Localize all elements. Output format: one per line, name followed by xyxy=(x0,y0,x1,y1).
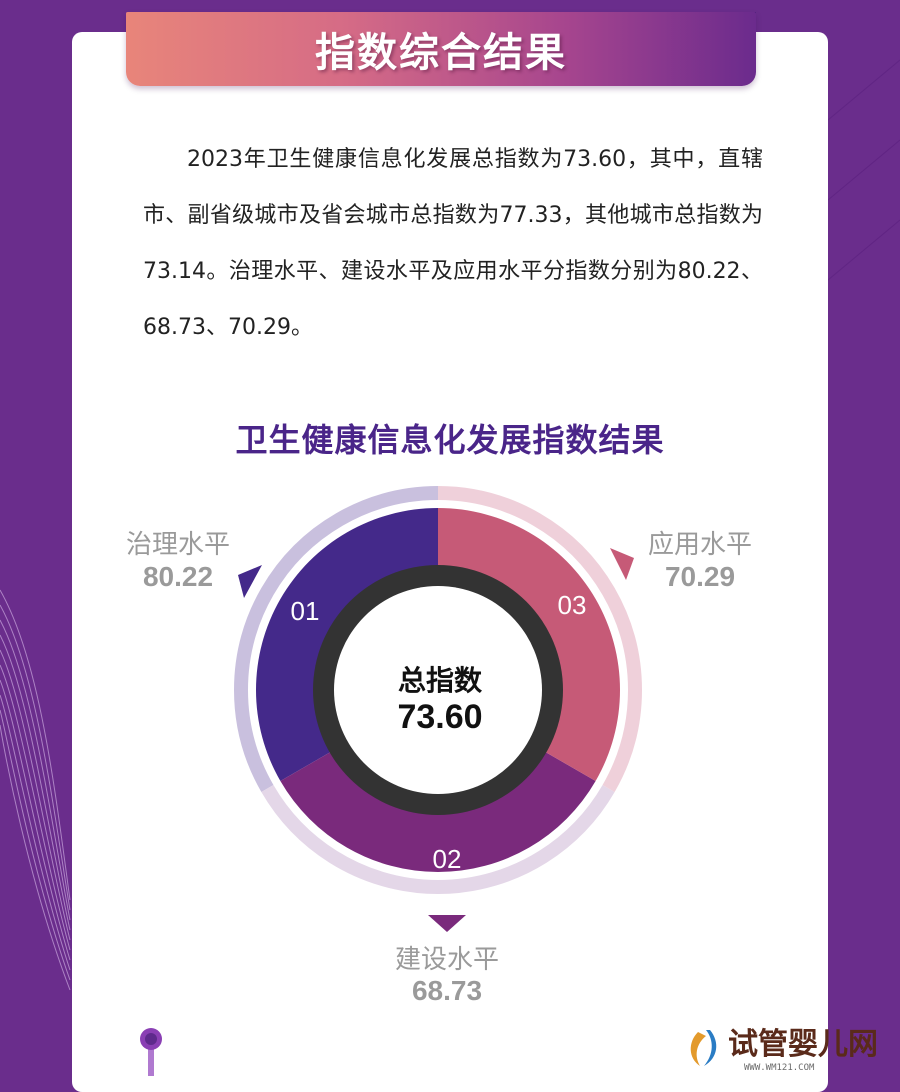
banner-background: 指数综合结果 xyxy=(126,12,756,86)
label-name-application: 应用水平 xyxy=(648,530,752,560)
pointer-triangle-02 xyxy=(428,915,466,932)
pin-decoration xyxy=(140,1028,162,1076)
ring-arc-03 xyxy=(437,486,642,792)
center-value: 73.60 xyxy=(397,698,482,736)
watermark-url: WWW.WM121.COM xyxy=(744,1063,815,1073)
section-banner: 指数综合结果 xyxy=(126,12,756,88)
chart-title: 卫生健康信息化发展指数结果 xyxy=(235,421,665,459)
label-name-construction: 建设水平 xyxy=(395,945,499,975)
ring-arc-01 xyxy=(234,486,439,792)
hub-center xyxy=(334,586,542,794)
segment-number-03: 03 xyxy=(558,590,587,620)
label-value-governance: 80.22 xyxy=(143,561,213,592)
banner-title: 指数综合结果 xyxy=(315,30,567,76)
watermark-logo: 试管婴儿网 WWW.WM121.COM xyxy=(690,1027,878,1073)
label-value-construction: 68.73 xyxy=(412,975,482,1006)
segment-number-01: 01 xyxy=(291,596,320,626)
center-label: 总指数 xyxy=(398,664,483,697)
pointer-triangle-01 xyxy=(238,565,262,598)
label-value-application: 70.29 xyxy=(665,561,735,592)
label-name-governance: 治理水平 xyxy=(126,530,230,560)
summary-paragraph: 2023年卫生健康信息化发展总指数为73.60，其中，直辖市、副省级城市及省会城… xyxy=(143,147,763,340)
ring-arc-02 xyxy=(261,784,615,894)
watermark-text: 试管婴儿网 xyxy=(728,1027,878,1062)
segment-number-02: 02 xyxy=(433,844,462,874)
pointer-triangle-03 xyxy=(610,548,634,580)
